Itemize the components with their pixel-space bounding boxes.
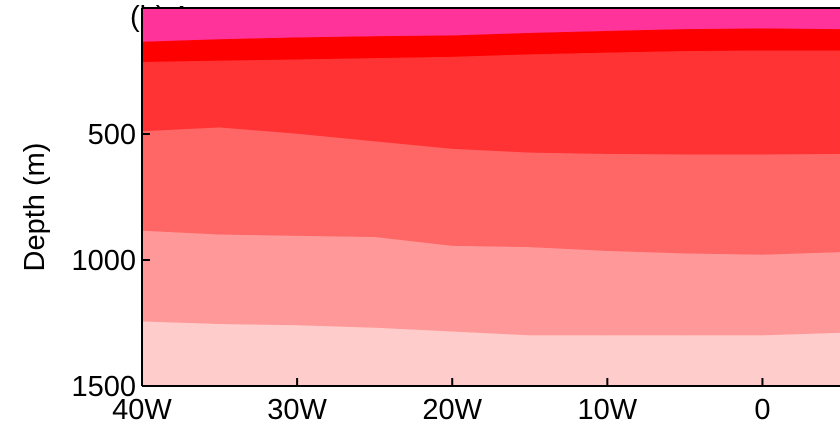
y-axis: 500 1000 1500 bbox=[71, 119, 150, 403]
plot-layers bbox=[141, 7, 840, 387]
x-tick-label: 30W bbox=[267, 394, 327, 426]
y-axis-label: Depth (m) bbox=[19, 143, 51, 272]
x-tick-label: 10W bbox=[578, 394, 638, 426]
x-tick-label: 0 bbox=[754, 394, 770, 426]
x-axis: 40W 30W 20W 10W 0 bbox=[112, 378, 771, 426]
x-tick-label: 20W bbox=[422, 394, 482, 426]
y-tick-label: 500 bbox=[88, 119, 136, 151]
x-tick-label: 40W bbox=[112, 394, 172, 426]
y-tick-label: 1000 bbox=[71, 245, 136, 277]
axis-frame bbox=[141, 7, 840, 387]
y-tick-label: 1500 bbox=[71, 371, 136, 403]
